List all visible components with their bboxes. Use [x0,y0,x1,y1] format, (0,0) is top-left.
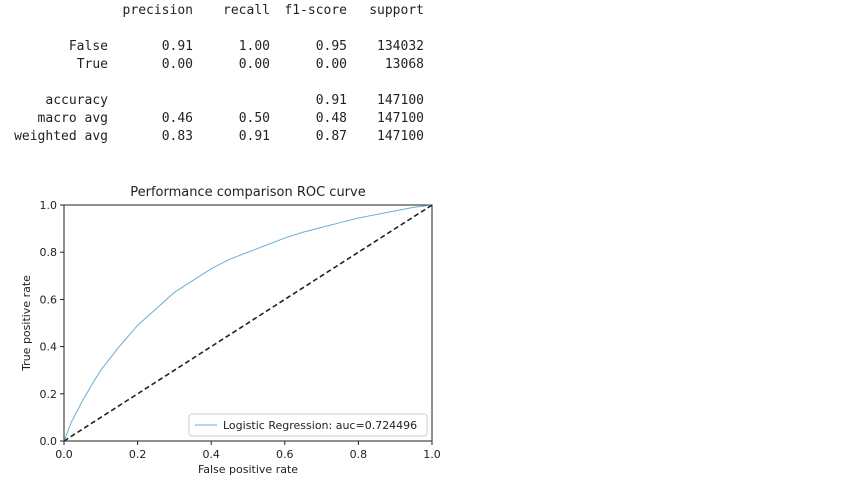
report-cell: 0.00 [315,57,347,72]
chance-diagonal-line [63,204,433,442]
y-tick-label: 0.8 [40,246,58,259]
legend-label: Logistic Regression: auc=0.724496 [223,419,417,432]
y-axis-label: True positive rate [20,275,33,372]
report-cell: 13068 [384,57,424,72]
report-row-label: accuracy [45,93,108,108]
report-cell: 0.91 [238,129,270,144]
report-cell: 1.00 [238,39,270,54]
x-tick-label: 0.4 [202,448,220,461]
x-tick-label: 0.6 [276,448,294,461]
report-column-header: f1-score [284,3,347,18]
report-cell: 0.46 [161,111,193,126]
x-tick-label: 0.2 [129,448,147,461]
report-cell: 0.95 [315,39,347,54]
report-cell: 0.00 [161,57,193,72]
y-tick-label: 0.6 [40,293,58,306]
report-column-header: precision [122,3,193,18]
plot-frame [63,204,433,442]
x-axis-label: False positive rate [198,463,298,476]
classification-report: precision recall f1-score support False 0.91 1… [0,0,846,160]
report-cell: 147100 [377,111,424,126]
roc-curve-line [63,204,433,442]
report-cell: 0.91 [161,39,193,54]
report-row-label: macro avg [37,111,108,126]
report-cell: 147100 [377,129,424,144]
report-column-header: support [369,3,424,18]
y-tick-label: 0.0 [40,435,58,448]
roc-chart: Performance comparison ROC curve 0.0 0.2 0.… [20,185,441,476]
report-row-label: True [76,57,108,72]
report-cell: 134032 [377,39,424,54]
report-cell: 147100 [377,93,424,108]
report-column-header: recall [223,3,270,18]
report-cell: 0.91 [315,93,347,108]
report-cell: 0.48 [315,111,347,126]
legend-box [188,413,428,437]
x-tick-label: 1.0 [423,448,441,461]
y-tick-label: 1.0 [40,199,58,212]
report-row-label: False [68,39,108,54]
report-cell: 0.87 [315,129,347,144]
x-tick-label: 0.8 [350,448,368,461]
chart-title: Performance comparison ROC curve [130,185,365,200]
report-cell: 0.83 [161,129,193,144]
report-cell: 0.50 [238,111,270,126]
x-tick-label: 0.0 [55,448,73,461]
report-cell: 0.00 [238,57,270,72]
report-row-label: weighted avg [14,129,108,144]
y-tick-label: 0.2 [40,388,58,401]
y-tick-label: 0.4 [40,341,58,354]
